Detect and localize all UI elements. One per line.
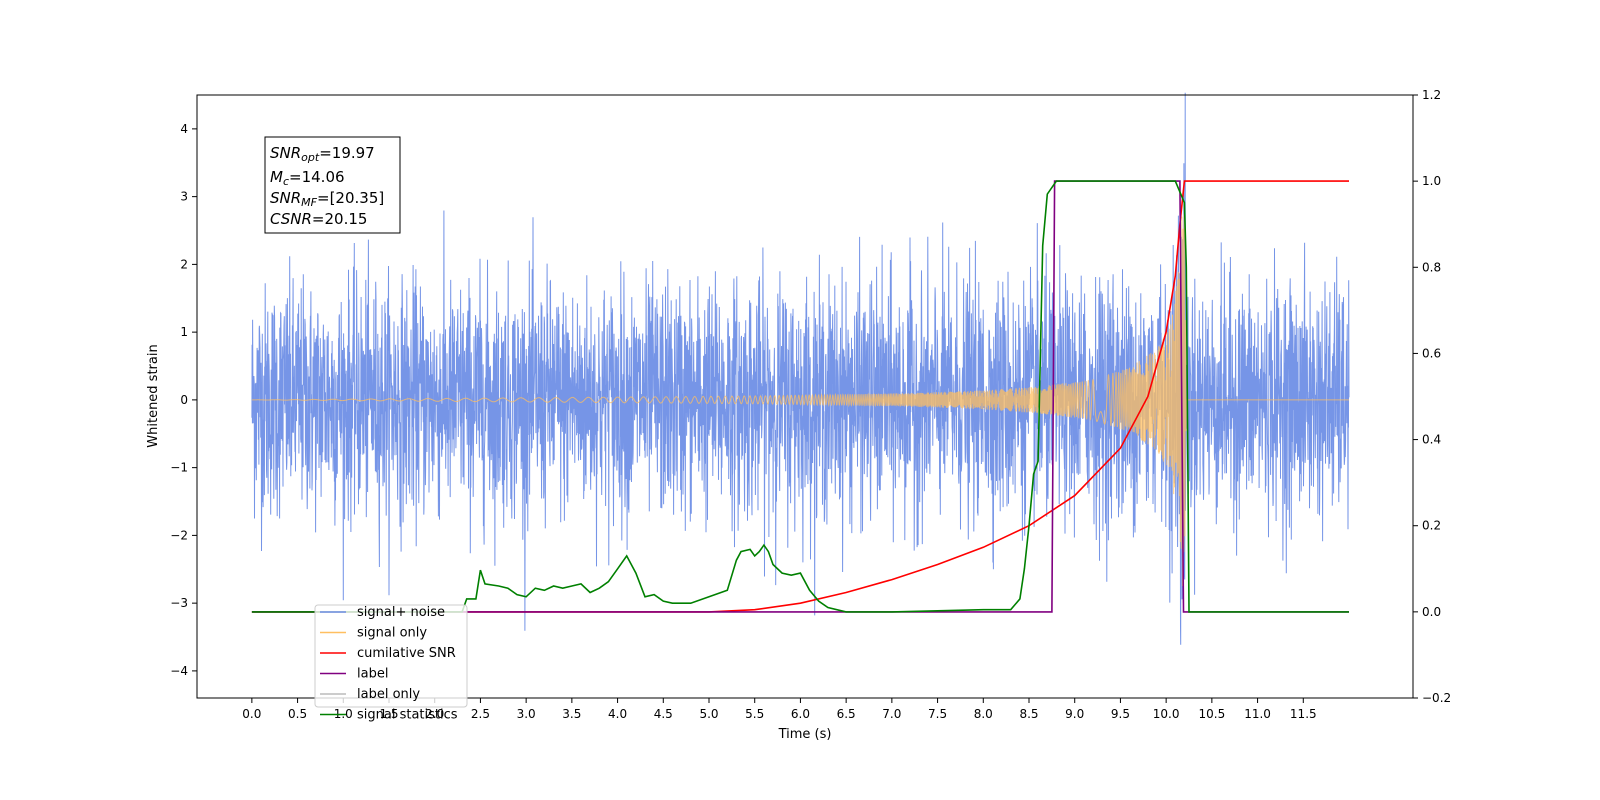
y-tick-label: −3 xyxy=(170,596,188,610)
legend-item: label only xyxy=(320,687,420,702)
series-signal-statistics xyxy=(251,180,1349,613)
legend-item: label xyxy=(320,667,388,682)
y-tick-label: −1 xyxy=(170,461,188,475)
annotation-box: SNRopt=19.97 Mc=14.06 SNRMF=[20.35] CSNR… xyxy=(264,136,401,234)
x-tick-label: 8.0 xyxy=(974,707,993,721)
x-tick-label: 7.5 xyxy=(928,707,947,721)
plot-frame xyxy=(196,94,1414,699)
series-signal-only xyxy=(251,214,1349,587)
x-tick-label: 1.5 xyxy=(379,707,398,721)
x-tick-label: 5.5 xyxy=(745,707,764,721)
x-tick-label: 8.5 xyxy=(1019,707,1038,721)
x-tick-label: 0.0 xyxy=(242,707,261,721)
y-axis-label: Whitened strain xyxy=(146,344,161,447)
legend-item: signal statistics xyxy=(320,708,458,723)
x-tick-label: 11.5 xyxy=(1290,707,1317,721)
legend-item: cumilative SNR xyxy=(320,646,456,661)
x-tick-label: 5.0 xyxy=(699,707,718,721)
y2-tick-label: 1.0 xyxy=(1422,174,1441,188)
y2-tick-label: 0.6 xyxy=(1422,346,1441,360)
series-layer xyxy=(251,92,1350,645)
y2-tick-label: 0.8 xyxy=(1422,260,1441,274)
legend-item: signal only xyxy=(320,626,427,641)
legend-label: signal only xyxy=(357,626,427,641)
x-axis-label: Time (s) xyxy=(778,727,832,742)
y-tick-label: −4 xyxy=(170,664,188,678)
legend-label: cumilative SNR xyxy=(357,646,456,661)
x-tick-label: 3.0 xyxy=(517,707,536,721)
x-tick-label: 9.5 xyxy=(1111,707,1130,721)
legend: signal+ noise signal only cumilative SNR la… xyxy=(314,604,468,723)
legend-label: signal statistics xyxy=(357,708,458,723)
annotation-snr-mf: SNRMF=[20.35] xyxy=(270,189,384,209)
annotation-mc: Mc=14.06 xyxy=(270,168,345,188)
legend-frame xyxy=(314,604,468,708)
legend-label: label xyxy=(357,667,388,682)
y-axis-right: −0.2 0.0 0.2 0.4 0.6 0.8 1.0 1.2 xyxy=(1413,88,1451,705)
annotation-frame xyxy=(264,136,401,234)
y-tick-label: 2 xyxy=(180,257,188,271)
legend-label: signal+ noise xyxy=(357,605,445,620)
y-tick-label: 1 xyxy=(180,325,188,339)
y-tick-label: −2 xyxy=(170,528,188,542)
y2-tick-label: 0.2 xyxy=(1422,519,1441,533)
x-tick-label: 9.0 xyxy=(1065,707,1084,721)
x-tick-label: 6.5 xyxy=(837,707,856,721)
y2-tick-label: 1.2 xyxy=(1422,88,1441,102)
x-tick-label: 10.5 xyxy=(1198,707,1225,721)
x-tick-label: 0.5 xyxy=(288,707,307,721)
y-axis-left: −4 −3 −2 −1 0 1 2 3 4 xyxy=(170,122,197,678)
y2-tick-label: 0.0 xyxy=(1422,605,1441,619)
x-tick-label: 4.0 xyxy=(608,707,627,721)
y-tick-label: 3 xyxy=(180,190,188,204)
x-tick-label: 2.0 xyxy=(425,707,444,721)
x-tick-label: 2.5 xyxy=(471,707,490,721)
annotation-snr-opt: SNRopt=19.97 xyxy=(270,144,375,164)
x-tick-label: 10.0 xyxy=(1153,707,1180,721)
legend-label: label only xyxy=(357,687,420,702)
x-tick-label: 6.0 xyxy=(791,707,810,721)
y2-tick-label: 0.4 xyxy=(1422,433,1441,447)
x-tick-label: 3.5 xyxy=(562,707,581,721)
x-tick-label: 11.0 xyxy=(1244,707,1271,721)
x-tick-label: 7.0 xyxy=(882,707,901,721)
y-tick-label: 0 xyxy=(180,393,188,407)
annotation-csnr: CSNR=20.15 xyxy=(270,210,367,228)
x-tick-label: 4.5 xyxy=(654,707,673,721)
y2-tick-label: −0.2 xyxy=(1422,691,1451,705)
y-tick-label: 4 xyxy=(180,122,188,136)
legend-item: signal+ noise xyxy=(320,605,445,620)
x-axis: 0.0 0.5 1.0 1.5 2.0 2.5 3.0 3.5 4.0 4.5 5.0 5.5 6.0 6… xyxy=(242,698,1317,721)
